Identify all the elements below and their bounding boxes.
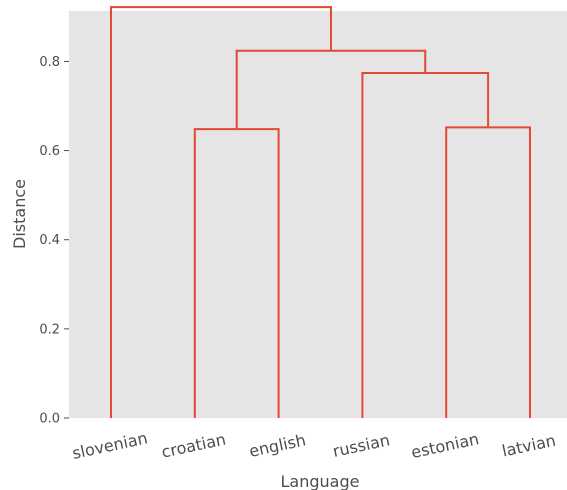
leaf-label-latvian: latvian	[500, 431, 557, 461]
plot-area	[69, 11, 567, 418]
leaf-label-estonian: estonian	[409, 429, 480, 462]
y-tick-label: 0.0	[39, 412, 60, 427]
leaf-label-russian: russian	[331, 430, 391, 461]
y-axis-title: Distance	[10, 179, 29, 249]
y-tick-label: 0.8	[39, 55, 60, 70]
y-axis-ticks: 0.0 0.2 0.4 0.6 0.8	[39, 55, 69, 427]
y-tick-label: 0.6	[39, 144, 60, 159]
leaf-label-croatian: croatian	[160, 430, 228, 462]
dendrogram-links	[110, 6, 531, 418]
x-axis-title: Language	[281, 472, 360, 490]
y-tick-label: 0.2	[39, 322, 60, 337]
dendrogram-link-2	[445, 126, 531, 418]
y-tick-label: 0.4	[39, 233, 60, 248]
leaf-label-english: english	[247, 430, 307, 461]
leaf-label-slovenian: slovenian	[71, 428, 150, 462]
x-axis-leaf-labels: slovenian croatian english russian estonian l…	[71, 428, 558, 462]
dendrogram-link-5	[110, 6, 332, 418]
